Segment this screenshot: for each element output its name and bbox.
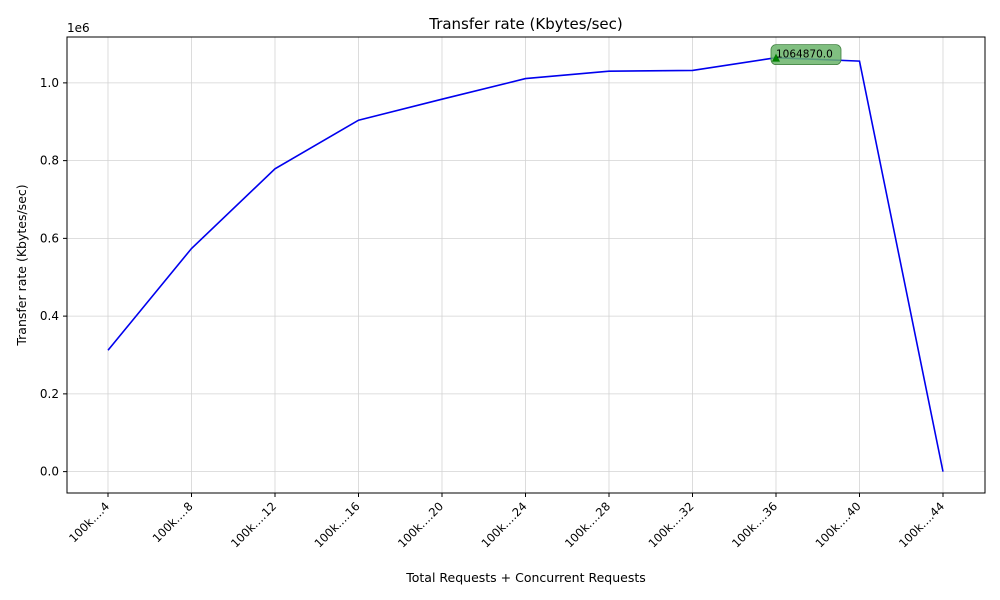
x-tick-label: 100k….28 <box>562 499 613 550</box>
x-axis-ticks: 100k….4 100k….8 100k….12 100k….16 100k….20 10… <box>66 493 947 550</box>
y-tick-label: 0.6 <box>40 231 59 245</box>
x-tick-label: 100k….16 <box>311 499 362 550</box>
x-tick-label: 100k….12 <box>228 499 279 550</box>
annotation-box <box>770 44 842 66</box>
peak-annotation: 1064870.0 <box>770 44 842 66</box>
y-tick-label: 0.2 <box>40 387 59 401</box>
x-tick-label: 100k….32 <box>645 499 696 550</box>
grid-lines <box>67 37 985 493</box>
y-axis-label: Transfer rate (Kbytes/sec) <box>14 184 29 346</box>
y-tick-label: 0.0 <box>40 465 59 479</box>
plot-frame <box>66 36 986 494</box>
y-tick-label: 1.0 <box>40 76 59 90</box>
y-tick-label: 0.8 <box>40 154 59 168</box>
x-tick-label: 100k….44 <box>896 499 947 550</box>
y-axis-ticks: 0.0 0.2 0.4 0.6 0.8 1.0 <box>40 76 67 479</box>
y-tick-label: 0.4 <box>40 309 59 323</box>
x-tick-label: 100k….24 <box>478 499 529 550</box>
x-tick-label: 100k….40 <box>812 499 863 550</box>
x-tick-label: 100k….4 <box>66 499 112 545</box>
x-axis-label: Total Requests + Concurrent Requests <box>405 570 646 585</box>
x-tick-label: 100k….20 <box>395 499 446 550</box>
x-tick-label: 100k….8 <box>150 499 196 545</box>
peak-marker <box>772 53 780 62</box>
chart-title: Transfer rate (Kbytes/sec) <box>428 15 623 33</box>
y-offset-label: 1e6 <box>67 21 90 35</box>
x-tick-label: 100k….36 <box>729 499 780 550</box>
annotation-label: 1064870.0 <box>776 49 833 61</box>
